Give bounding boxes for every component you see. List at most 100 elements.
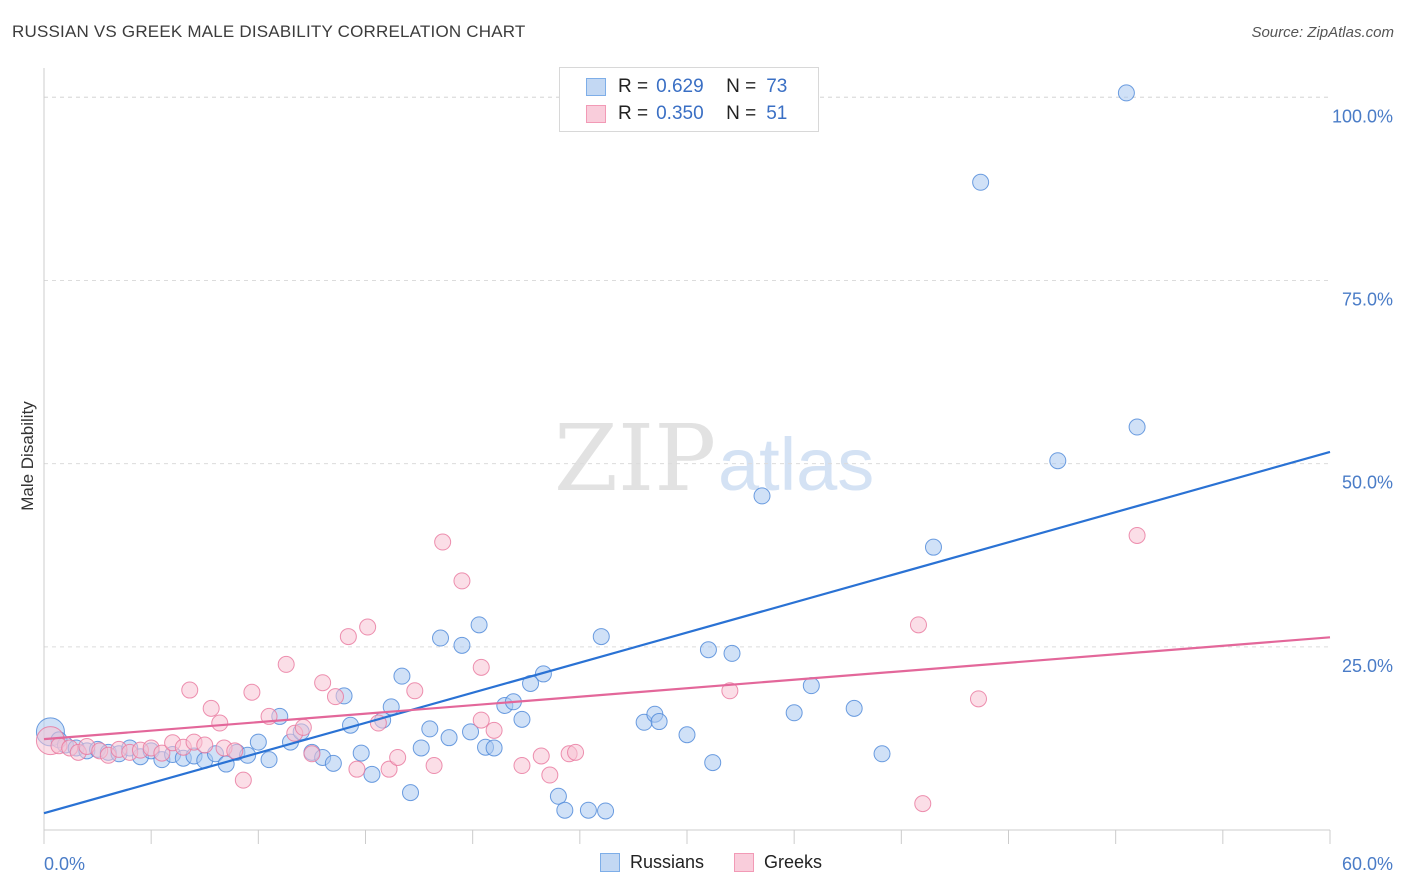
- greek-point: [567, 743, 585, 761]
- watermark-zip: ZIP: [554, 405, 716, 512]
- trend-line-russians: [43, 450, 1331, 815]
- greek-point: [226, 742, 244, 760]
- greek-point: [472, 711, 490, 729]
- x-ticks: [43, 830, 1331, 844]
- greek-point: [389, 748, 407, 766]
- russian-point: [1049, 452, 1067, 470]
- stats-legend: R = 0.629 N = 73 R = 0.350 N = 51: [559, 67, 819, 132]
- x-tick-label-min: 0.0%: [44, 854, 85, 874]
- x-tick-label-max: 60.0%: [1342, 854, 1393, 874]
- legend-swatch-russians: [600, 853, 620, 872]
- legend-swatch-russians: [586, 78, 606, 96]
- russian-point: [924, 538, 942, 556]
- russian-point: [785, 704, 803, 722]
- greek-point: [1128, 526, 1146, 544]
- russian-point: [453, 636, 471, 654]
- greek-point: [453, 572, 471, 590]
- y-tick-label: 50.0%: [1342, 473, 1393, 493]
- greek-point: [277, 655, 295, 673]
- russian-point: [470, 616, 488, 634]
- russian-point: [549, 787, 567, 805]
- legend-item-greeks[interactable]: Greeks: [734, 852, 822, 873]
- legend-r-label: R =: [618, 103, 649, 124]
- greek-point: [721, 682, 739, 700]
- russian-point: [704, 754, 722, 772]
- greek-point: [969, 690, 987, 708]
- russian-point: [699, 641, 717, 659]
- legend-swatch-greeks: [586, 105, 606, 123]
- y-tick-label: 100.0%: [1332, 106, 1393, 126]
- greek-point: [359, 618, 377, 636]
- greek-point: [243, 683, 261, 701]
- russian-point: [421, 720, 439, 738]
- russian-point: [513, 710, 531, 728]
- russian-point: [432, 629, 450, 647]
- legend-item-russians[interactable]: Russians: [600, 852, 704, 873]
- source-label: Source: ZipAtlas.com: [1251, 24, 1394, 41]
- greek-point: [485, 721, 503, 739]
- legend-row-greeks: R = 0.350 N = 51: [586, 101, 787, 127]
- russian-point: [650, 713, 668, 731]
- legend-r-label: R =: [618, 76, 649, 97]
- russian-point: [324, 754, 342, 772]
- trend-line-greeks: [43, 636, 1331, 741]
- russian-point: [485, 739, 503, 757]
- legend-swatch-greeks: [734, 853, 755, 872]
- greek-point: [914, 795, 932, 813]
- greek-point: [513, 757, 531, 775]
- greek-point: [541, 766, 559, 784]
- y-tick-labels: 25.0% 50.0% 75.0% 100.0%: [1332, 106, 1393, 676]
- russian-point: [972, 173, 990, 191]
- greek-point: [326, 688, 344, 706]
- russian-point: [802, 677, 820, 695]
- legend-n-label: N =: [726, 103, 757, 124]
- greek-point: [202, 699, 220, 717]
- russian-point: [592, 628, 610, 646]
- series-greeks-points: [35, 526, 1146, 813]
- greek-point: [532, 747, 550, 765]
- chart-title: RUSSIAN VS GREEK MALE DISABILITY CORRELA…: [12, 22, 526, 41]
- greek-point: [211, 714, 229, 732]
- series-legend: Russians Greeks: [600, 852, 852, 873]
- greek-point: [909, 616, 927, 634]
- russian-point: [845, 699, 863, 717]
- greek-point: [294, 718, 312, 736]
- greek-point: [434, 533, 452, 551]
- greek-point: [348, 760, 366, 778]
- russian-point: [440, 729, 458, 747]
- legend-label-russians: Russians: [630, 852, 705, 872]
- legend-r-value: 0.350: [656, 103, 704, 124]
- greek-point: [339, 628, 357, 646]
- russian-point: [556, 801, 574, 819]
- watermark-atlas: atlas: [718, 423, 874, 506]
- russian-point: [402, 784, 420, 802]
- greek-point: [234, 771, 252, 789]
- russian-point: [579, 801, 597, 819]
- greek-point: [153, 744, 171, 762]
- russian-point: [260, 751, 278, 769]
- russian-point: [723, 644, 741, 662]
- grid-lines: [44, 96, 1330, 648]
- greek-point: [181, 681, 199, 699]
- legend-r-value: 0.629: [656, 76, 704, 97]
- russian-point: [753, 487, 771, 505]
- greek-point: [196, 736, 214, 754]
- greek-point: [380, 760, 398, 778]
- greek-point: [314, 674, 332, 692]
- russian-point: [249, 733, 267, 751]
- russian-point: [597, 802, 615, 820]
- greek-point: [303, 745, 321, 763]
- trend-lines: [43, 450, 1331, 815]
- russian-point: [393, 667, 411, 685]
- russian-point: [412, 739, 430, 757]
- legend-n-value: 51: [766, 103, 788, 124]
- legend-row-russians: R = 0.629 N = 73: [586, 74, 787, 100]
- russian-point: [873, 745, 891, 763]
- russian-point: [363, 765, 381, 783]
- legend-n-value: 73: [766, 76, 788, 97]
- russian-point: [1128, 418, 1146, 436]
- legend-label-greeks: Greeks: [764, 852, 823, 872]
- legend-n-label: N =: [726, 76, 757, 97]
- y-tick-label: 25.0%: [1342, 656, 1393, 676]
